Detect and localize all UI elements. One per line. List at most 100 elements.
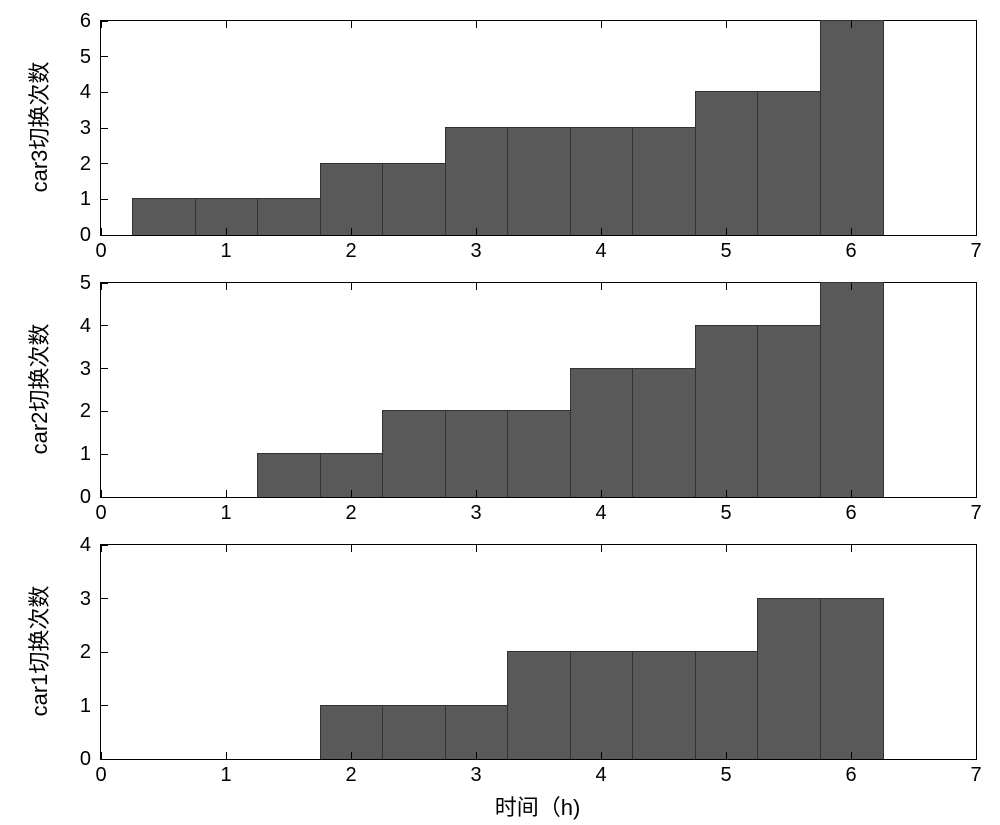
xtick-mark [476, 752, 477, 759]
xtick-label: 1 [220, 503, 231, 523]
xtick-mark [601, 228, 602, 235]
xtick-mark-top [726, 21, 727, 28]
xtick-label: 0 [95, 503, 106, 523]
xtick-label: 2 [345, 765, 356, 785]
ylabel-car2: car2切换次数 [22, 324, 54, 455]
panel-car2: 01234567012345 [100, 282, 977, 498]
bar-car3 [507, 127, 572, 235]
xtick-mark-top [351, 21, 352, 28]
xtick-label: 0 [95, 765, 106, 785]
xtick-mark-top [601, 283, 602, 290]
xtick-mark-top [976, 545, 977, 552]
xtick-mark [601, 752, 602, 759]
ytick-mark-right [100, 454, 107, 455]
xtick-label: 2 [345, 241, 356, 261]
xtick-mark-top [351, 545, 352, 552]
ytick-mark-right [100, 759, 107, 760]
bar-car2 [695, 325, 760, 497]
xtick-label: 5 [720, 241, 731, 261]
xtick-label: 4 [595, 503, 606, 523]
ytick-mark-right [100, 128, 107, 129]
bar-car2 [445, 410, 510, 497]
bar-car3 [257, 198, 322, 235]
bar-car2 [570, 368, 635, 497]
bar-car3 [695, 91, 760, 235]
xtick-mark-top [976, 283, 977, 290]
xtick-label: 6 [845, 241, 856, 261]
ytick-mark-right [100, 545, 107, 546]
xtick-mark-top [351, 283, 352, 290]
ytick-mark-right [100, 163, 107, 164]
ytick-label: 3 [80, 589, 91, 609]
bar-car3 [820, 20, 885, 235]
xtick-mark [851, 228, 852, 235]
bar-car2 [257, 453, 322, 497]
xtick-mark-top [101, 283, 102, 290]
xlabel: 时间（h) [495, 790, 581, 822]
xtick-mark-top [976, 21, 977, 28]
ytick-label: 0 [80, 749, 91, 769]
bar-car3 [757, 91, 822, 235]
xtick-mark [476, 228, 477, 235]
ytick-mark-right [100, 497, 107, 498]
bar-car1 [570, 651, 635, 759]
ytick-mark-right [100, 199, 107, 200]
bar-car3 [445, 127, 510, 235]
ytick-mark-right [100, 235, 107, 236]
ytick-mark-right [100, 652, 107, 653]
xtick-mark-top [101, 545, 102, 552]
xtick-label: 3 [470, 765, 481, 785]
ytick-label: 5 [80, 273, 91, 293]
xtick-mark-top [851, 21, 852, 28]
xtick-label: 6 [845, 765, 856, 785]
bar-car3 [632, 127, 697, 235]
xtick-mark-top [726, 545, 727, 552]
xtick-mark [851, 752, 852, 759]
panel-car1: 0123456701234 [100, 544, 977, 760]
bar-car1 [820, 598, 885, 760]
bar-car1 [757, 598, 822, 760]
ytick-mark-right [100, 283, 107, 284]
xtick-mark [726, 490, 727, 497]
ytick-label: 0 [80, 487, 91, 507]
bar-car1 [320, 705, 385, 760]
bar-car3 [320, 163, 385, 235]
bar-car2 [507, 410, 572, 497]
xtick-label: 7 [970, 241, 981, 261]
xtick-label: 3 [470, 503, 481, 523]
xtick-label: 6 [845, 503, 856, 523]
bar-car2 [320, 453, 385, 497]
xtick-mark-top [226, 21, 227, 28]
xtick-mark [726, 752, 727, 759]
ytick-label: 0 [80, 225, 91, 245]
xtick-label: 7 [970, 765, 981, 785]
panel-car3: 012345670123456 [100, 20, 977, 236]
ytick-mark-right [100, 56, 107, 57]
ytick-mark-right [100, 598, 107, 599]
figure-stage: 012345670123456car3切换次数01234567012345car… [0, 0, 1000, 825]
bar-car2 [382, 410, 447, 497]
bar-car3 [195, 198, 260, 235]
xtick-mark [976, 228, 977, 235]
ytick-label: 4 [80, 535, 91, 555]
xtick-mark [351, 228, 352, 235]
xtick-mark [726, 228, 727, 235]
bar-car3 [382, 163, 447, 235]
xtick-mark [851, 490, 852, 497]
xtick-mark [351, 490, 352, 497]
bar-car2 [757, 325, 822, 497]
xtick-mark [226, 228, 227, 235]
xtick-mark-top [226, 283, 227, 290]
bar-car1 [445, 705, 510, 760]
ytick-mark-right [100, 92, 107, 93]
bar-car1 [695, 651, 760, 759]
xtick-label: 5 [720, 765, 731, 785]
xtick-label: 4 [595, 241, 606, 261]
xtick-mark-top [601, 21, 602, 28]
xtick-mark-top [601, 545, 602, 552]
xtick-mark [226, 752, 227, 759]
bar-car3 [132, 198, 197, 235]
ytick-label: 2 [80, 401, 91, 421]
bar-car2 [632, 368, 697, 497]
bar-car3 [570, 127, 635, 235]
